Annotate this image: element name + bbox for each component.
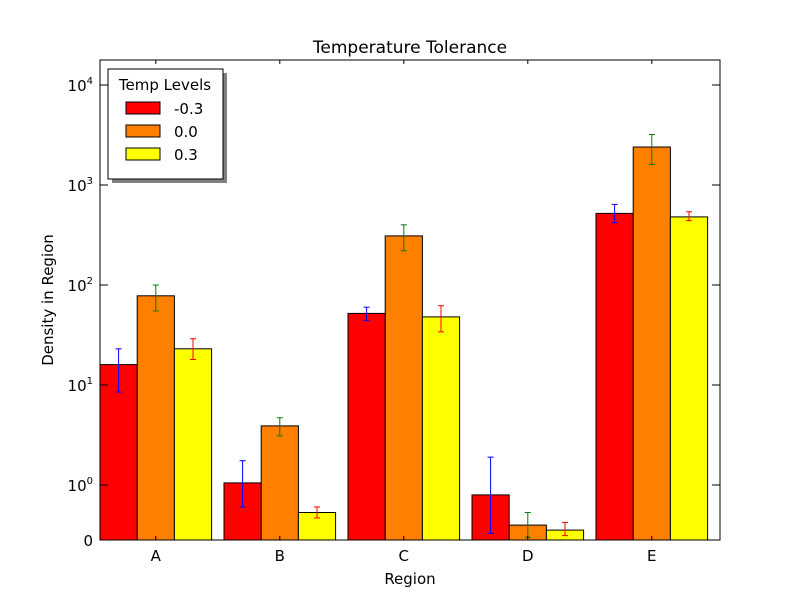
y-tick-label-4: 103 xyxy=(68,176,93,195)
bar-B-series-1 xyxy=(260,425,299,541)
error-bar-E-series-0 xyxy=(611,203,618,224)
x-tick-label-C: C xyxy=(399,547,409,565)
error-bar-A-series-0 xyxy=(115,348,122,393)
x-tick-label-D: D xyxy=(522,547,534,565)
error-bar-C-series-2 xyxy=(438,305,444,333)
x-axis-label: Region xyxy=(384,570,435,588)
legend-label: -0.3 xyxy=(174,100,203,118)
error-bar-D-series-0 xyxy=(487,456,494,534)
legend-box xyxy=(107,68,224,180)
legend-swatch xyxy=(125,147,161,161)
legend-entry-0: -0.3 xyxy=(125,100,203,118)
y-tick-label-2: 101 xyxy=(68,376,93,395)
bar-E-series-1 xyxy=(632,146,671,541)
plot-area-frame xyxy=(99,59,721,541)
y-tick-label-0: 0 xyxy=(83,532,93,550)
bar-C-series-1 xyxy=(384,235,423,541)
x-tick-label-A: A xyxy=(151,547,162,565)
y-tick-label-5: 104 xyxy=(68,76,93,95)
y-tick-label-3: 102 xyxy=(68,276,93,295)
x-tick-label-B: B xyxy=(275,547,285,565)
axis-ticks-layer: A B C D E 0 100 101 102 103 104 xyxy=(68,60,720,565)
legend-entry-2: 0.3 xyxy=(125,146,198,164)
chart-title: Temperature Tolerance xyxy=(312,38,507,58)
legend-entries: -0.3 0.0 0.3 xyxy=(125,100,203,164)
x-tick-label-E: E xyxy=(647,547,656,565)
legend: Temp Levels -0.3 0.0 0.3 xyxy=(107,68,227,183)
bars-layer xyxy=(99,146,709,541)
error-bar-E-series-2 xyxy=(686,211,692,222)
error-bar-C-series-0 xyxy=(363,306,370,322)
bar-A-series-0 xyxy=(99,364,138,541)
bar-C-series-0 xyxy=(347,312,386,541)
error-bar-B-series-0 xyxy=(239,460,246,508)
error-bars-layer xyxy=(115,133,692,538)
error-bar-B-series-1 xyxy=(276,417,283,437)
legend-swatch xyxy=(125,101,161,115)
bar-C-series-2 xyxy=(421,316,461,541)
error-bar-D-series-2 xyxy=(562,521,568,537)
legend-label: 0.0 xyxy=(174,123,198,141)
legend-label: 0.3 xyxy=(174,146,198,164)
bar-E-series-2 xyxy=(669,216,709,541)
legend-title: Temp Levels xyxy=(118,76,211,94)
y-axis-label: Density in Region xyxy=(39,234,57,366)
error-bar-A-series-1 xyxy=(152,284,159,312)
legend-swatch xyxy=(125,124,161,138)
error-bar-E-series-1 xyxy=(648,133,655,166)
y-tick-label-1: 100 xyxy=(68,476,93,495)
error-bar-B-series-2 xyxy=(314,506,320,519)
legend-entry-1: 0.0 xyxy=(125,123,198,141)
error-bar-A-series-2 xyxy=(190,338,196,360)
bar-E-series-0 xyxy=(595,212,634,541)
bar-A-series-1 xyxy=(136,295,175,541)
bar-A-series-2 xyxy=(173,348,213,541)
error-bar-C-series-1 xyxy=(400,224,407,252)
